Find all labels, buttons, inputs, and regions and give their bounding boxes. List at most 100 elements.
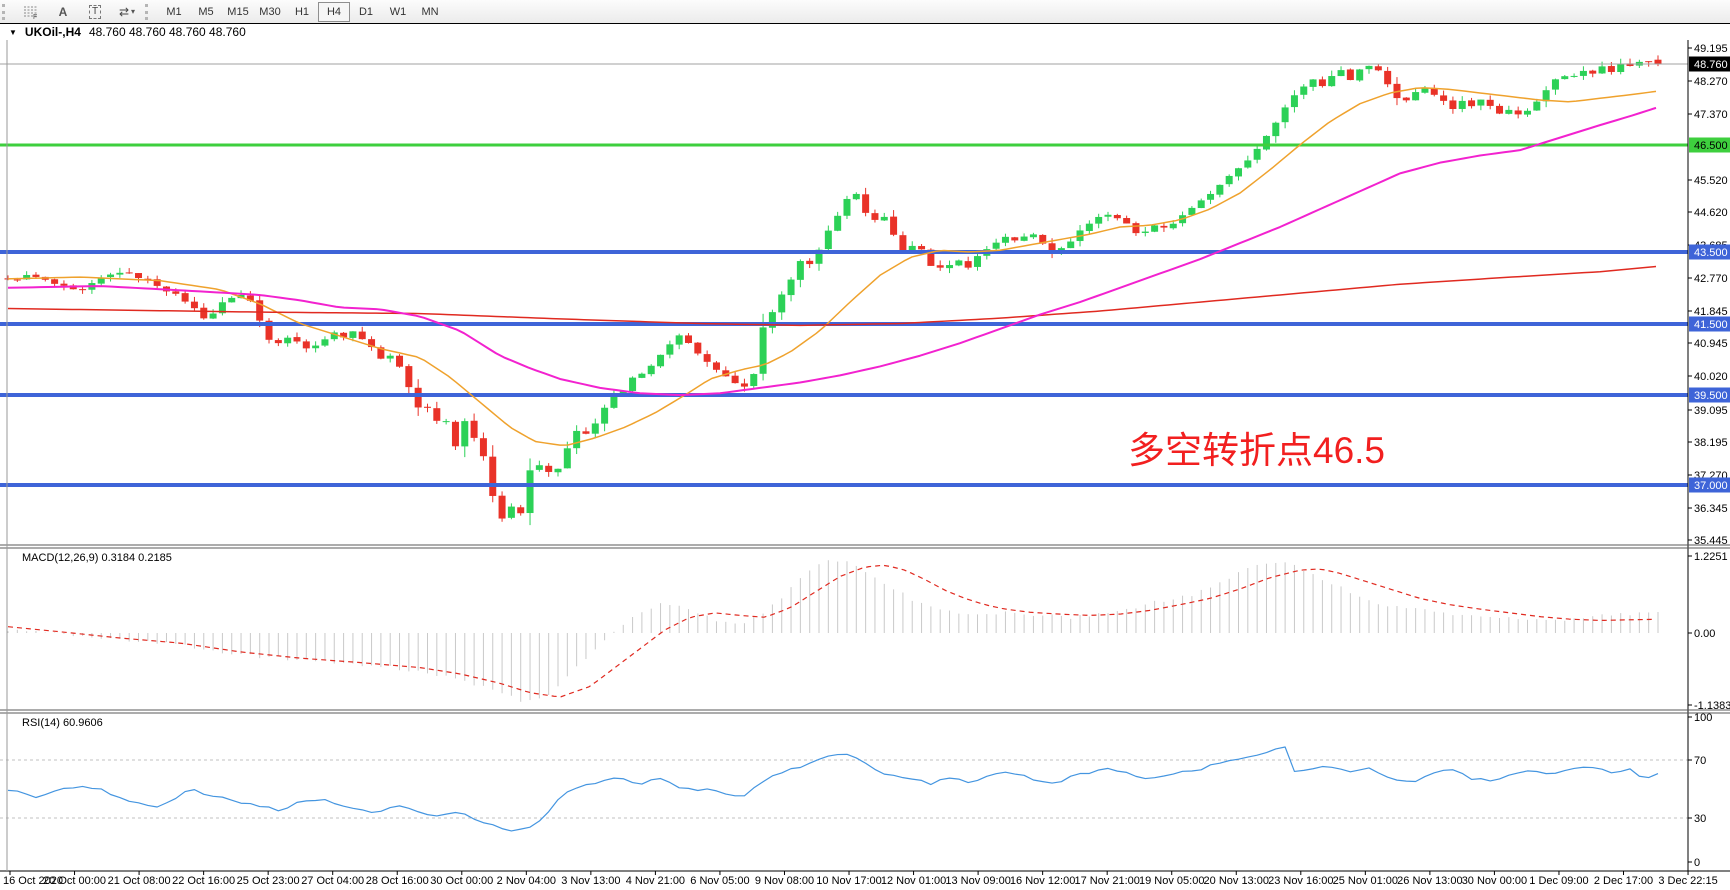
candle: [423, 406, 431, 408]
candle: [1477, 99, 1485, 106]
candle: [1104, 214, 1112, 217]
candle: [973, 256, 981, 267]
candle: [144, 278, 152, 280]
candle: [1253, 148, 1261, 160]
price-level-box-value: 39.500: [1694, 390, 1728, 402]
candle: [750, 374, 758, 387]
candle: [946, 265, 954, 269]
time-axis-label: 4 Nov 21:00: [626, 875, 685, 887]
time-axis-label: 10 Nov 17:00: [816, 875, 881, 887]
text-box-tool-button[interactable]: T: [79, 1, 111, 22]
timeframe-button-h1[interactable]: H1: [294, 5, 310, 18]
candle: [815, 249, 823, 264]
toolbar-grip[interactable]: [2, 3, 11, 20]
symbol-cycle-tool-button[interactable]: ⇄ ▾: [111, 1, 143, 22]
symbol-dropdown-icon[interactable]: ▼: [9, 27, 17, 37]
candle: [377, 347, 385, 359]
time-axis-label: 28 Oct 16:00: [366, 875, 429, 887]
timeframe-button-m1[interactable]: M1: [166, 5, 182, 18]
candle: [396, 355, 404, 367]
candle: [340, 332, 348, 338]
candle: [386, 355, 394, 359]
timeframe-button-m5[interactable]: M5: [198, 5, 214, 18]
price-axis-tick: 45.520: [1694, 175, 1728, 187]
candle: [1412, 92, 1420, 101]
candle: [675, 335, 683, 345]
candle: [1085, 223, 1093, 232]
candle: [125, 272, 133, 274]
time-axis-label: 19 Nov 05:00: [1139, 875, 1204, 887]
timeframe-button-mn[interactable]: MN: [421, 5, 439, 18]
candle: [731, 375, 739, 384]
ohlc-values: 48.760 48.760 48.760 48.760: [88, 25, 246, 39]
candle: [1468, 100, 1476, 107]
candle: [1523, 110, 1531, 115]
rsi-axis-tick: 100: [1694, 712, 1712, 724]
candle: [778, 294, 786, 313]
toolbar: F A T ⇄ ▾ M1 M5 M15 M30 H1 H4 D1 W1 MN: [0, 0, 1730, 23]
candle: [787, 279, 795, 296]
candle: [312, 345, 320, 349]
candle: [470, 420, 478, 438]
timeframe-button-m15[interactable]: M15: [227, 5, 249, 18]
text-label-tool-button[interactable]: A: [58, 4, 68, 19]
candle: [1505, 109, 1513, 114]
candle: [1113, 214, 1121, 219]
candle: [796, 261, 804, 280]
candle: [293, 337, 301, 342]
candle: [1216, 184, 1224, 195]
price-level-box: [1689, 137, 1730, 153]
candle: [843, 198, 851, 216]
candle: [927, 249, 935, 266]
timeframe-button-m30[interactable]: M30: [259, 5, 281, 18]
price-axis-tick: 39.095: [1694, 405, 1728, 417]
candle: [228, 297, 236, 303]
candle: [1607, 66, 1615, 72]
fibonacci-tool-button[interactable]: F: [15, 1, 47, 22]
candle: [1328, 76, 1336, 87]
timeframe-button-h4[interactable]: H4: [318, 1, 350, 22]
price-axis-tick: 35.445: [1694, 535, 1728, 547]
time-axis-label: 3 Nov 13:00: [561, 875, 620, 887]
cycle-arrows-icon: ⇄: [118, 4, 130, 19]
candle: [629, 377, 637, 391]
time-axis-label: 25 Nov 01:00: [1333, 875, 1398, 887]
price-level-box: [1689, 56, 1730, 72]
timeframe-button-d1[interactable]: D1: [358, 5, 374, 18]
candle: [1458, 100, 1466, 109]
candle: [1626, 63, 1634, 66]
candle: [712, 362, 720, 370]
candle: [1374, 66, 1382, 71]
candle: [1617, 63, 1625, 72]
time-axis-label: 22 Oct 16:00: [172, 875, 235, 887]
time-axis-label: 6 Nov 05:00: [690, 875, 749, 887]
candle: [1542, 90, 1550, 102]
candle: [321, 339, 329, 346]
candle: [638, 373, 646, 378]
candle: [1654, 59, 1662, 64]
candle: [190, 301, 198, 309]
candle: [563, 448, 571, 469]
candle: [32, 274, 40, 277]
candle: [1011, 237, 1019, 241]
symbol-timeframe-title: UKOil-,H4: [24, 25, 81, 39]
candle: [908, 245, 916, 251]
candle: [1281, 107, 1289, 123]
candle: [1533, 101, 1541, 111]
candle: [135, 273, 143, 279]
candle: [1384, 70, 1392, 85]
time-axis-label: 2 Dec 17:00: [1594, 875, 1653, 887]
price-level-box-value: 46.500: [1694, 140, 1728, 152]
timeframe-button-w1[interactable]: W1: [389, 5, 407, 18]
candle: [1029, 234, 1037, 238]
candle: [13, 279, 21, 281]
candle: [218, 302, 226, 314]
candle: [507, 506, 515, 518]
timeframe-group-grip[interactable]: [145, 3, 154, 20]
candle: [116, 272, 124, 275]
svg-text:F: F: [33, 14, 37, 19]
candle: [461, 421, 469, 447]
candle: [153, 279, 161, 286]
candle: [246, 295, 254, 301]
